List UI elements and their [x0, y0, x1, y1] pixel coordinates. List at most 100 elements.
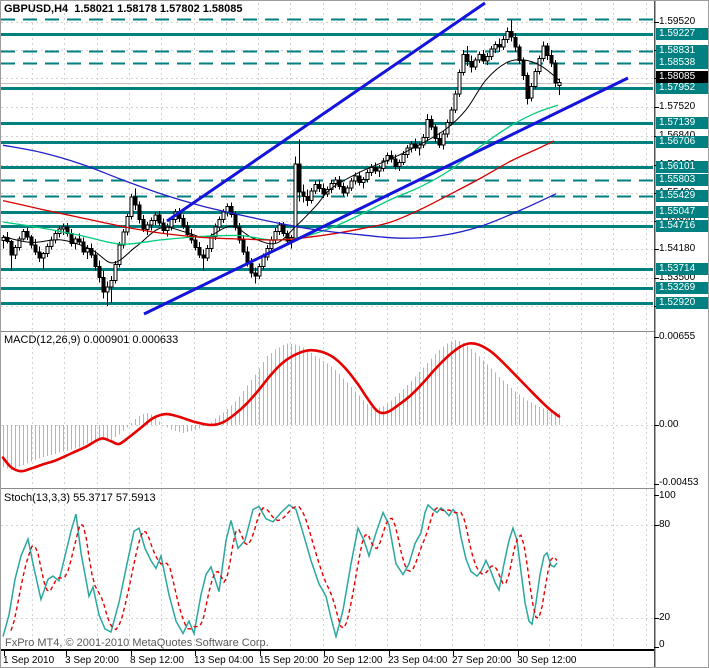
candle — [197, 247, 202, 256]
candle — [441, 133, 446, 146]
candle — [149, 220, 154, 226]
macd-axis-label: 0.00 — [659, 419, 679, 430]
stoch-indicator-label: Stoch(13,3,3) 55.3717 57.5913 — [4, 492, 156, 504]
candle — [249, 262, 254, 274]
candle — [381, 160, 386, 169]
bid-price-tag: 1.58085 — [656, 71, 708, 83]
ma-green — [2, 104, 559, 245]
macd-axis-label: 0.00655 — [659, 331, 696, 342]
candle — [533, 70, 538, 87]
time-axis-label: 8 Sep 12:00 — [130, 655, 184, 666]
candle — [305, 195, 310, 202]
candle — [253, 272, 258, 277]
price-axis-label: 1.57520 — [659, 100, 696, 112]
candle — [449, 109, 454, 124]
candle — [205, 247, 210, 259]
price-axis-label: 1.53500 — [659, 272, 696, 284]
candle — [357, 175, 362, 183]
candle — [37, 251, 42, 259]
candle — [13, 247, 18, 256]
grid-layer — [1, 3, 653, 649]
candle — [397, 161, 402, 168]
candle — [141, 218, 146, 230]
candle — [117, 244, 122, 266]
price-axis-label: 1.56840 — [659, 130, 695, 142]
candle — [501, 38, 506, 48]
candle — [321, 188, 326, 195]
level-price-tag: 1.52920 — [656, 297, 708, 309]
candle — [437, 137, 442, 146]
candle — [137, 204, 142, 220]
level-price-tag: 1.58831 — [656, 45, 708, 57]
candle — [29, 236, 34, 246]
candle — [497, 44, 502, 48]
time-axis-label: 13 Sep 04:00 — [194, 655, 254, 666]
candle — [481, 53, 486, 62]
candle — [93, 254, 98, 267]
candle — [509, 31, 514, 38]
candle — [329, 183, 334, 191]
candle — [373, 166, 378, 172]
candle — [477, 53, 482, 61]
candle — [409, 143, 414, 149]
candle — [161, 222, 166, 232]
macd-indicator-label: MACD(12,26,9) 0.000901 0.000633 — [4, 334, 179, 346]
candle — [85, 247, 90, 253]
price-axis-label: 1.54180 — [659, 243, 696, 255]
candle — [353, 175, 358, 182]
candle — [333, 179, 338, 185]
candle — [521, 60, 526, 77]
time-axis[interactable]: 1 Sep 2010 3 Sep 20:00 8 Sep 12:00 13 Sep 0… — [1, 655, 654, 667]
candle — [505, 31, 510, 40]
time-axis-label: 3 Sep 20:00 — [65, 655, 119, 666]
trendlines-layer — [143, 1, 629, 316]
level-price-tag: 1.56101 — [656, 161, 708, 173]
time-axis-label: 27 Sep 20:00 — [452, 655, 512, 666]
stoch-axis-label: 20 — [659, 612, 671, 623]
candle — [145, 224, 150, 230]
candle — [89, 247, 94, 256]
candle — [317, 183, 322, 190]
price-axis[interactable]: 1.595201.588501.581901.575201.568401.561… — [656, 1, 708, 331]
macd-axis[interactable]: 0.00655 0.00 -0.00453 — [656, 331, 708, 488]
candle — [433, 126, 438, 139]
candle — [425, 119, 430, 138]
candle — [213, 226, 218, 238]
candle — [129, 196, 134, 217]
candle — [257, 265, 262, 277]
candle — [33, 244, 38, 253]
time-axis-label: 20 Sep 12:00 — [323, 655, 383, 666]
candle — [9, 241, 14, 256]
candle — [345, 187, 350, 194]
candle — [233, 213, 238, 228]
stoch-axis-label: 0 — [659, 639, 665, 650]
candle — [133, 196, 138, 206]
level-price-tag: 1.53269 — [656, 282, 708, 294]
candle — [529, 85, 534, 99]
candle — [457, 72, 462, 95]
ma-fast-black — [2, 59, 560, 264]
level-price-tag: 1.55047 — [656, 206, 708, 218]
candle — [469, 61, 474, 68]
candle — [377, 167, 382, 172]
stoch-d-line — [10, 505, 558, 631]
level-price-tag: 1.54716 — [656, 220, 708, 232]
candle — [489, 48, 494, 57]
channel-lower — [143, 76, 629, 316]
candle — [493, 44, 498, 50]
price-levels-layer — [1, 18, 653, 305]
candle — [545, 45, 550, 57]
stoch-axis[interactable]: 100 80 20 0 — [656, 488, 708, 654]
macd-signal-line — [1, 342, 561, 473]
candle — [557, 82, 562, 86]
candle — [217, 218, 222, 228]
level-price-tag: 1.58538 — [656, 57, 708, 69]
candle — [25, 230, 30, 238]
level-price-tag: 1.59227 — [656, 28, 708, 40]
candle — [473, 59, 478, 68]
candle — [453, 93, 458, 111]
candle — [97, 265, 102, 278]
candle — [465, 53, 470, 63]
candle — [281, 224, 286, 234]
